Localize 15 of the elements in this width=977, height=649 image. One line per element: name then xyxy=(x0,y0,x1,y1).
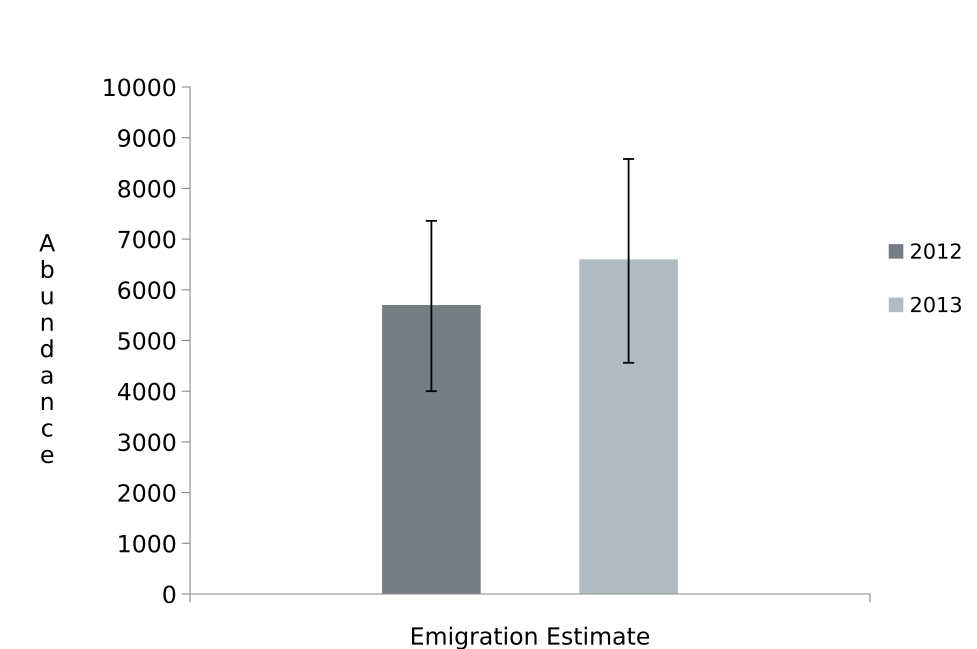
legend-label: 2013 xyxy=(911,296,961,312)
legend-label: 2012 xyxy=(911,243,961,259)
y-tick-label: 1000 xyxy=(119,534,176,553)
y-tick-label: 6000 xyxy=(118,281,176,300)
y-tick-label: 10000 xyxy=(104,78,176,96)
y-tick-label: 9000 xyxy=(118,129,176,148)
text: Abundance xyxy=(39,234,56,464)
y-tick-label: 2000 xyxy=(118,484,176,502)
y-tick-label: 0 xyxy=(163,585,176,604)
y-tick-label: 3000 xyxy=(118,433,176,452)
y-tick-label: 7000 xyxy=(118,230,176,248)
y-tick-label: 4000 xyxy=(118,382,176,401)
y-tick-label: 5000 xyxy=(118,332,176,350)
x-axis-title: Emigration Estimate xyxy=(412,626,650,649)
y-tick-label: 8000 xyxy=(118,180,176,198)
